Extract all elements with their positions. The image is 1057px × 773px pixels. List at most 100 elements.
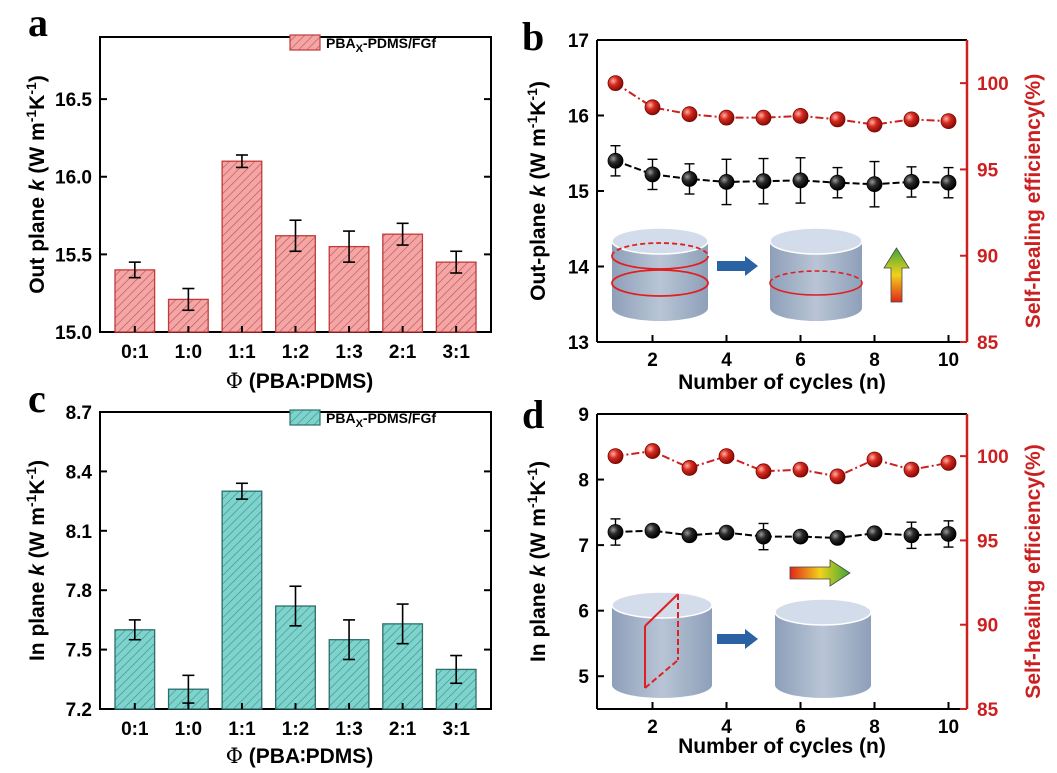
x-tick-label: 6 xyxy=(795,717,806,738)
point-efficiency-9 xyxy=(903,461,920,478)
y-tick-label-left: 17 xyxy=(568,31,589,52)
point-k-10 xyxy=(940,526,957,542)
y-tick-label-right: 90 xyxy=(977,616,998,637)
y-tick-label: 8.7 xyxy=(66,403,92,424)
y-tick-label-right: 100 xyxy=(977,447,1009,468)
x-axis-label: Φ (PBA∶PDMS) xyxy=(226,744,374,768)
x-tick-label: 1:2 xyxy=(282,719,309,740)
y-tick-label-right: 100 xyxy=(977,74,1009,95)
series-line-k xyxy=(615,529,949,539)
y-tick-label-left: 16 xyxy=(568,107,589,128)
y-tick-label-left: 13 xyxy=(568,333,589,354)
y-axis-label-left: Out-plane k (W m-1K-1) xyxy=(524,81,550,301)
bar-0-1 xyxy=(114,269,156,333)
heat-flow-right-arrow-icon xyxy=(789,559,851,587)
x-tick-label: 1:2 xyxy=(282,342,309,363)
point-efficiency-2 xyxy=(644,99,661,116)
y-tick-label-right: 95 xyxy=(977,160,999,181)
point-efficiency-5 xyxy=(755,463,772,480)
y-tick-label: 15.5 xyxy=(55,245,92,266)
y-tick-label: 16.0 xyxy=(55,168,92,189)
panel-letter-c: c xyxy=(28,376,46,421)
point-k-9 xyxy=(903,174,920,190)
heat-flow-up-arrow-icon xyxy=(883,247,910,303)
point-k-5 xyxy=(755,173,772,190)
point-efficiency-6 xyxy=(792,108,809,124)
panel-letter-a: a xyxy=(28,0,48,45)
x-tick-label: 1:0 xyxy=(175,719,202,740)
point-efficiency-1 xyxy=(607,75,624,92)
point-k-3 xyxy=(681,527,698,544)
right-arrow-icon-d xyxy=(717,629,758,649)
x-tick-label: 1:1 xyxy=(228,342,256,363)
y-tick-label-right: 95 xyxy=(977,531,999,552)
point-efficiency-10 xyxy=(940,454,957,471)
x-tick-label: 8 xyxy=(869,717,880,738)
point-efficiency-4 xyxy=(718,109,735,126)
x-tick-label: 4 xyxy=(721,350,732,371)
y-axis-label: In plane k (W m-1K-1) xyxy=(23,460,49,661)
point-k-10 xyxy=(940,174,957,191)
point-k-6 xyxy=(792,172,809,189)
line-chart-in-plane-cycles: 5 6 7 8 9 85 90 95 100 2 4 6 8 10 In plane k (W m-1K-1… xyxy=(524,405,1045,758)
point-efficiency-7 xyxy=(829,468,846,485)
inset-schematic-out-plane xyxy=(611,227,910,321)
point-efficiency-7 xyxy=(829,111,846,128)
point-efficiency-6 xyxy=(792,461,809,478)
panel-letter-d: d xyxy=(522,392,544,437)
cylinder-cut-icon xyxy=(611,227,709,321)
bar-1-1 xyxy=(221,160,263,333)
bar-0-1 xyxy=(114,629,156,710)
legend-label: PBAX-PDMS/FGf xyxy=(326,35,436,55)
legend-swatch xyxy=(289,34,321,51)
x-tick-label: 2 xyxy=(647,717,658,738)
x-tick-label: 3:1 xyxy=(442,719,470,740)
cylinder-healed-icon-d xyxy=(774,598,872,698)
legend-label: PBAX-PDMS/FGf xyxy=(326,410,436,430)
point-k-5 xyxy=(755,528,772,545)
cylinder-vertical-cut-icon xyxy=(611,591,713,698)
x-tick-label: 10 xyxy=(938,717,959,738)
x-tick-label: 6 xyxy=(795,350,806,371)
bar-chart-out-plane: 15.0 15.5 16.0 16.5 0:1 1:0 1:1 1:2 1:3 2:1 3:1 Out… xyxy=(23,34,492,393)
y-axis-label-right: Self-healing efficiency(%) xyxy=(1022,444,1045,698)
x-axis-label: Number of cycles (n) xyxy=(678,371,886,394)
y-tick-label-left: 14 xyxy=(568,258,590,279)
y-tick-label-left: 9 xyxy=(578,405,589,426)
right-arrow-icon xyxy=(717,256,758,276)
y-tick-label: 16.5 xyxy=(55,90,92,111)
x-tick-label: 3:1 xyxy=(442,342,470,363)
y-tick-label-left: 15 xyxy=(568,182,590,203)
x-tick-label: 1:0 xyxy=(175,342,202,363)
point-efficiency-8 xyxy=(866,116,883,133)
series-line-k xyxy=(615,159,949,186)
x-tick-label: 10 xyxy=(938,350,959,371)
bar-2-1 xyxy=(382,233,424,333)
y-tick-label-left: 6 xyxy=(578,602,589,623)
x-tick-label: 1:3 xyxy=(335,342,362,363)
point-k-6 xyxy=(792,528,809,545)
bar-chart-in-plane: 7.2 7.5 7.8 8.1 8.4 8.7 0:1 1:0 1:1 1:2 1:3 2:1 3:1 I… xyxy=(23,403,492,768)
x-tick-label: 4 xyxy=(721,717,732,738)
inset-schematic-in-plane xyxy=(611,559,872,698)
point-k-2 xyxy=(644,522,661,539)
y-tick-label: 15.0 xyxy=(55,323,92,344)
point-k-7 xyxy=(829,174,846,191)
point-k-4 xyxy=(718,174,735,190)
x-tick-label: 1:1 xyxy=(228,719,256,740)
series-line-efficiency xyxy=(615,450,949,478)
point-efficiency-8 xyxy=(866,451,883,468)
y-tick-label: 8.4 xyxy=(66,462,93,483)
x-tick-label: 2:1 xyxy=(389,719,417,740)
y-tick-label-right: 85 xyxy=(977,700,999,721)
point-efficiency-4 xyxy=(718,448,735,465)
y-tick-label-left: 7 xyxy=(578,536,589,557)
x-tick-label: 8 xyxy=(869,350,880,371)
y-axis-label: Out plane k (W m-1K-1) xyxy=(23,75,49,294)
point-efficiency-3 xyxy=(681,460,698,476)
x-tick-label: 1:3 xyxy=(335,719,362,740)
point-k-1 xyxy=(607,524,624,540)
y-tick-label: 7.2 xyxy=(66,700,92,721)
point-k-1 xyxy=(607,152,624,169)
x-tick-label: 0:1 xyxy=(121,342,149,363)
